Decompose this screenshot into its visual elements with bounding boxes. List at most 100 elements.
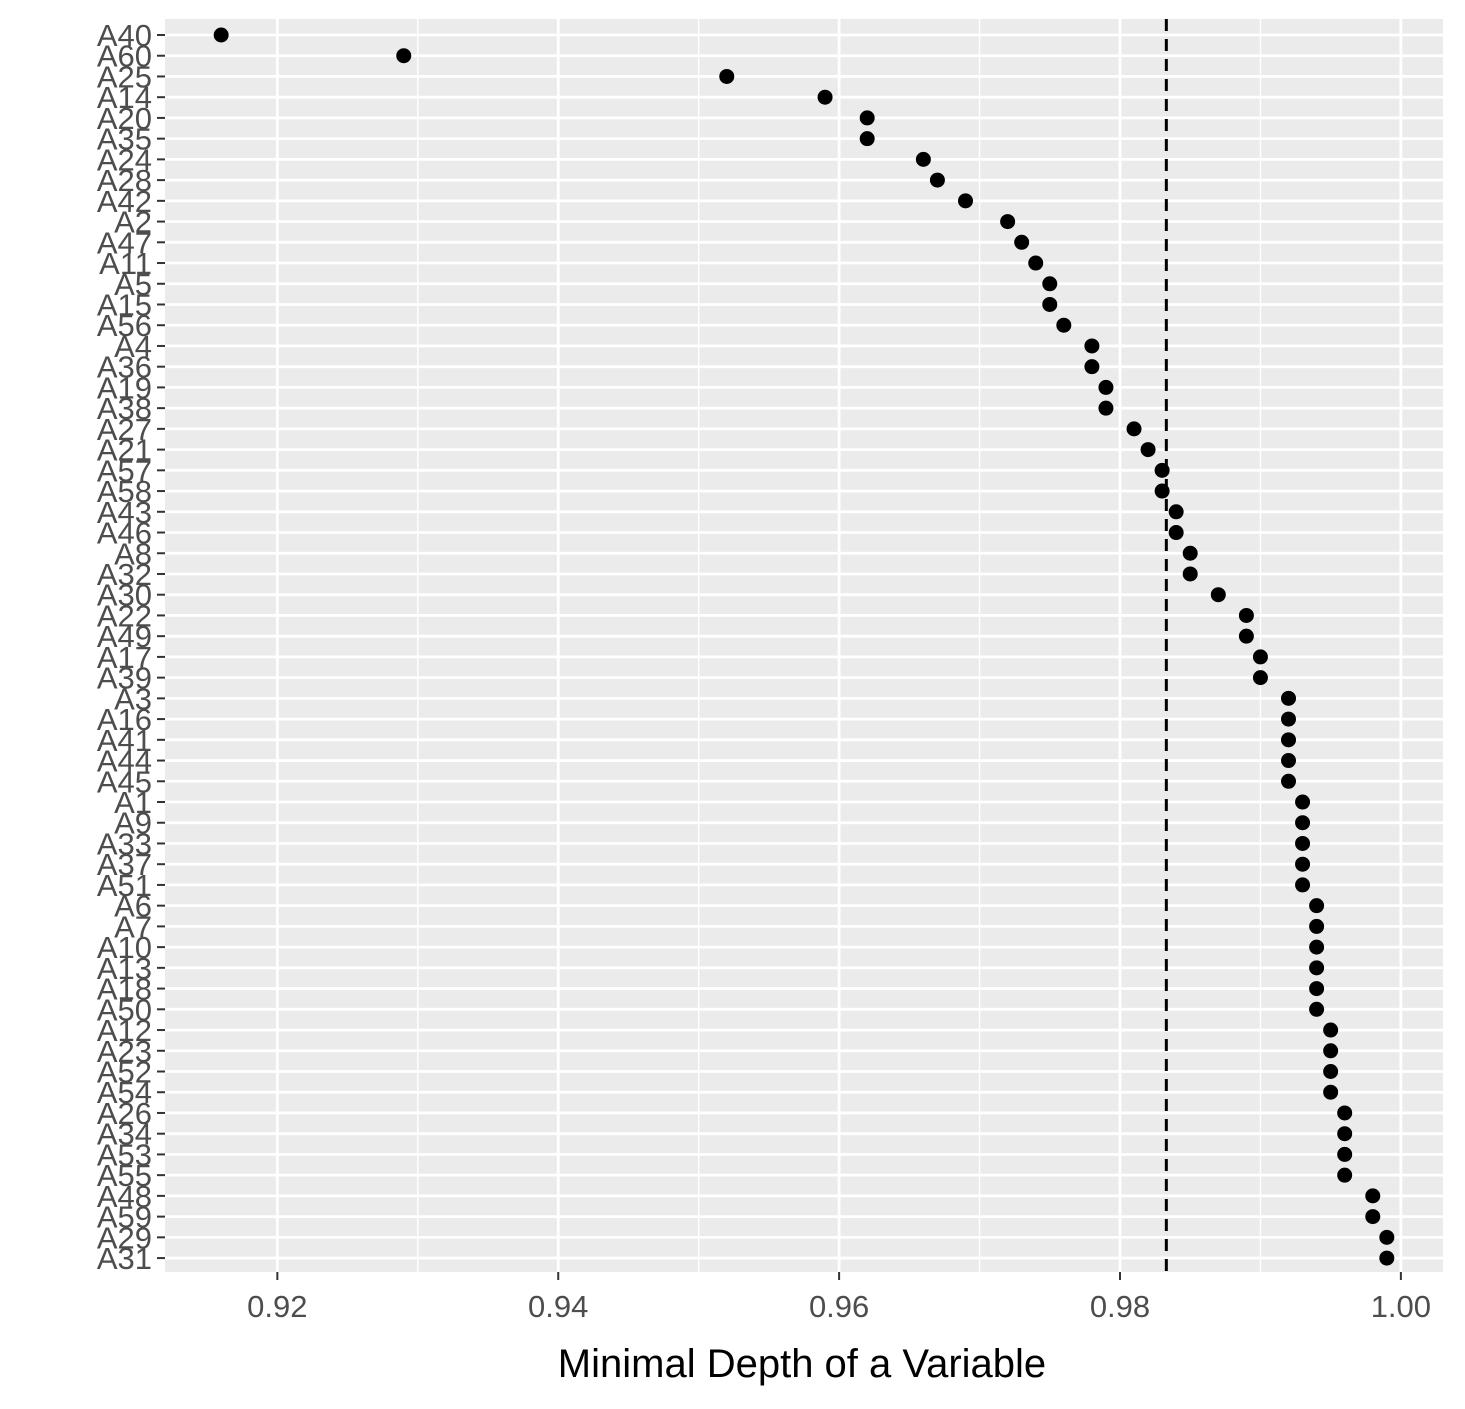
y-tick-label: A44 xyxy=(97,744,152,779)
y-tick-label: A36 xyxy=(97,350,152,385)
x-tick-label: 0.96 xyxy=(809,1289,869,1324)
x-tick-label: 1.00 xyxy=(1371,1289,1431,1324)
y-tick-label: A39 xyxy=(97,661,152,696)
data-point xyxy=(1154,483,1170,499)
data-point xyxy=(1295,815,1311,831)
data-point xyxy=(1252,649,1268,665)
y-tick-label: A51 xyxy=(97,868,152,903)
y-tick-label: A21 xyxy=(97,433,152,468)
data-point xyxy=(1337,1126,1353,1142)
y-tick-label: A59 xyxy=(97,1200,152,1235)
y-tick-label: A6 xyxy=(114,889,152,924)
data-point xyxy=(1042,296,1058,312)
y-tick-label: A17 xyxy=(97,640,152,675)
data-point xyxy=(1379,1250,1395,1266)
y-tick-label: A2 xyxy=(114,205,152,240)
data-point xyxy=(1337,1146,1353,1162)
data-point xyxy=(396,48,412,64)
y-tick-label: A57 xyxy=(97,453,152,488)
data-point xyxy=(1098,400,1114,416)
x-tick-label: 0.92 xyxy=(247,1289,307,1324)
data-point xyxy=(1365,1188,1381,1204)
data-point xyxy=(1056,317,1072,333)
x-axis-title: Minimal Depth of a Variable xyxy=(558,1342,1046,1386)
data-point xyxy=(859,110,875,126)
y-tick-label: A33 xyxy=(97,826,152,861)
data-point xyxy=(1084,338,1100,354)
data-point xyxy=(1281,773,1297,789)
y-tick-label: A28 xyxy=(97,163,152,198)
data-point xyxy=(1281,753,1297,769)
data-point xyxy=(1084,359,1100,375)
data-point xyxy=(929,172,945,188)
data-point xyxy=(1295,794,1311,810)
data-point xyxy=(817,89,833,105)
y-tick-label: A27 xyxy=(97,412,152,447)
y-tick-label: A1 xyxy=(114,785,152,820)
y-tick-label: A41 xyxy=(97,723,152,758)
data-point xyxy=(1168,504,1184,520)
data-point xyxy=(1168,525,1184,541)
data-point xyxy=(915,151,931,167)
x-axis: 0.92 0.94 0.96 0.98 1.00 xyxy=(247,1272,1431,1324)
data-point xyxy=(1295,877,1311,893)
data-point xyxy=(1309,1001,1325,1017)
data-point xyxy=(1000,214,1016,230)
data-point xyxy=(1309,939,1325,955)
data-point xyxy=(1379,1229,1395,1245)
y-tick-label: A9 xyxy=(114,806,152,841)
y-tick-label: A50 xyxy=(97,992,152,1027)
y-tick-label: A18 xyxy=(97,972,152,1007)
data-point xyxy=(1295,835,1311,851)
data-point xyxy=(1281,711,1297,727)
data-points xyxy=(213,27,1395,1266)
y-tick-label: A49 xyxy=(97,619,152,654)
x-tick-label: 0.98 xyxy=(1090,1289,1150,1324)
y-tick-label: A23 xyxy=(97,1034,152,1069)
data-point xyxy=(1182,545,1198,561)
data-point xyxy=(1323,1084,1339,1100)
y-axis: A40A60A25A14A20A35A24A28A42A2A47A11A5A15… xyxy=(97,18,165,1276)
data-point xyxy=(1365,1209,1381,1225)
y-tick-label: A43 xyxy=(97,495,152,530)
data-point xyxy=(1014,234,1030,250)
y-tick-label: A30 xyxy=(97,578,152,613)
data-point xyxy=(1295,856,1311,872)
y-tick-label: A40 xyxy=(97,18,152,53)
y-tick-label: A52 xyxy=(97,1055,152,1090)
data-point xyxy=(1252,670,1268,686)
data-point xyxy=(1098,379,1114,395)
y-tick-label: A29 xyxy=(97,1220,152,1255)
data-point xyxy=(1309,918,1325,934)
y-tick-label: A19 xyxy=(97,370,152,405)
data-point xyxy=(1281,732,1297,748)
data-point xyxy=(1281,690,1297,706)
y-tick-label: A37 xyxy=(97,847,152,882)
y-tick-label: A22 xyxy=(97,598,152,633)
major-gridlines xyxy=(165,19,1443,1272)
data-point xyxy=(1028,255,1044,271)
y-tick-label: A35 xyxy=(97,122,152,157)
y-tick-label: A47 xyxy=(97,225,152,260)
data-point xyxy=(1140,442,1156,458)
y-tick-label: A4 xyxy=(114,329,152,364)
data-point xyxy=(1337,1105,1353,1121)
y-tick-label: A5 xyxy=(114,267,152,302)
y-tick-label: A3 xyxy=(114,681,152,716)
y-tick-label: A46 xyxy=(97,516,152,551)
plot-panel xyxy=(165,19,1443,1272)
y-tick-label: A58 xyxy=(97,474,152,509)
data-point xyxy=(1309,898,1325,914)
y-tick-label: A34 xyxy=(97,1117,152,1152)
y-tick-label: A12 xyxy=(97,1013,152,1048)
y-tick-label: A25 xyxy=(97,59,152,94)
y-tick-label: A42 xyxy=(97,184,152,219)
x-tick-label: 0.94 xyxy=(528,1289,588,1324)
data-point xyxy=(1337,1167,1353,1183)
y-tick-label: A14 xyxy=(97,80,152,115)
data-point xyxy=(1238,607,1254,623)
data-point xyxy=(958,193,974,209)
y-tick-label: A24 xyxy=(97,142,152,177)
data-point xyxy=(1323,1064,1339,1079)
